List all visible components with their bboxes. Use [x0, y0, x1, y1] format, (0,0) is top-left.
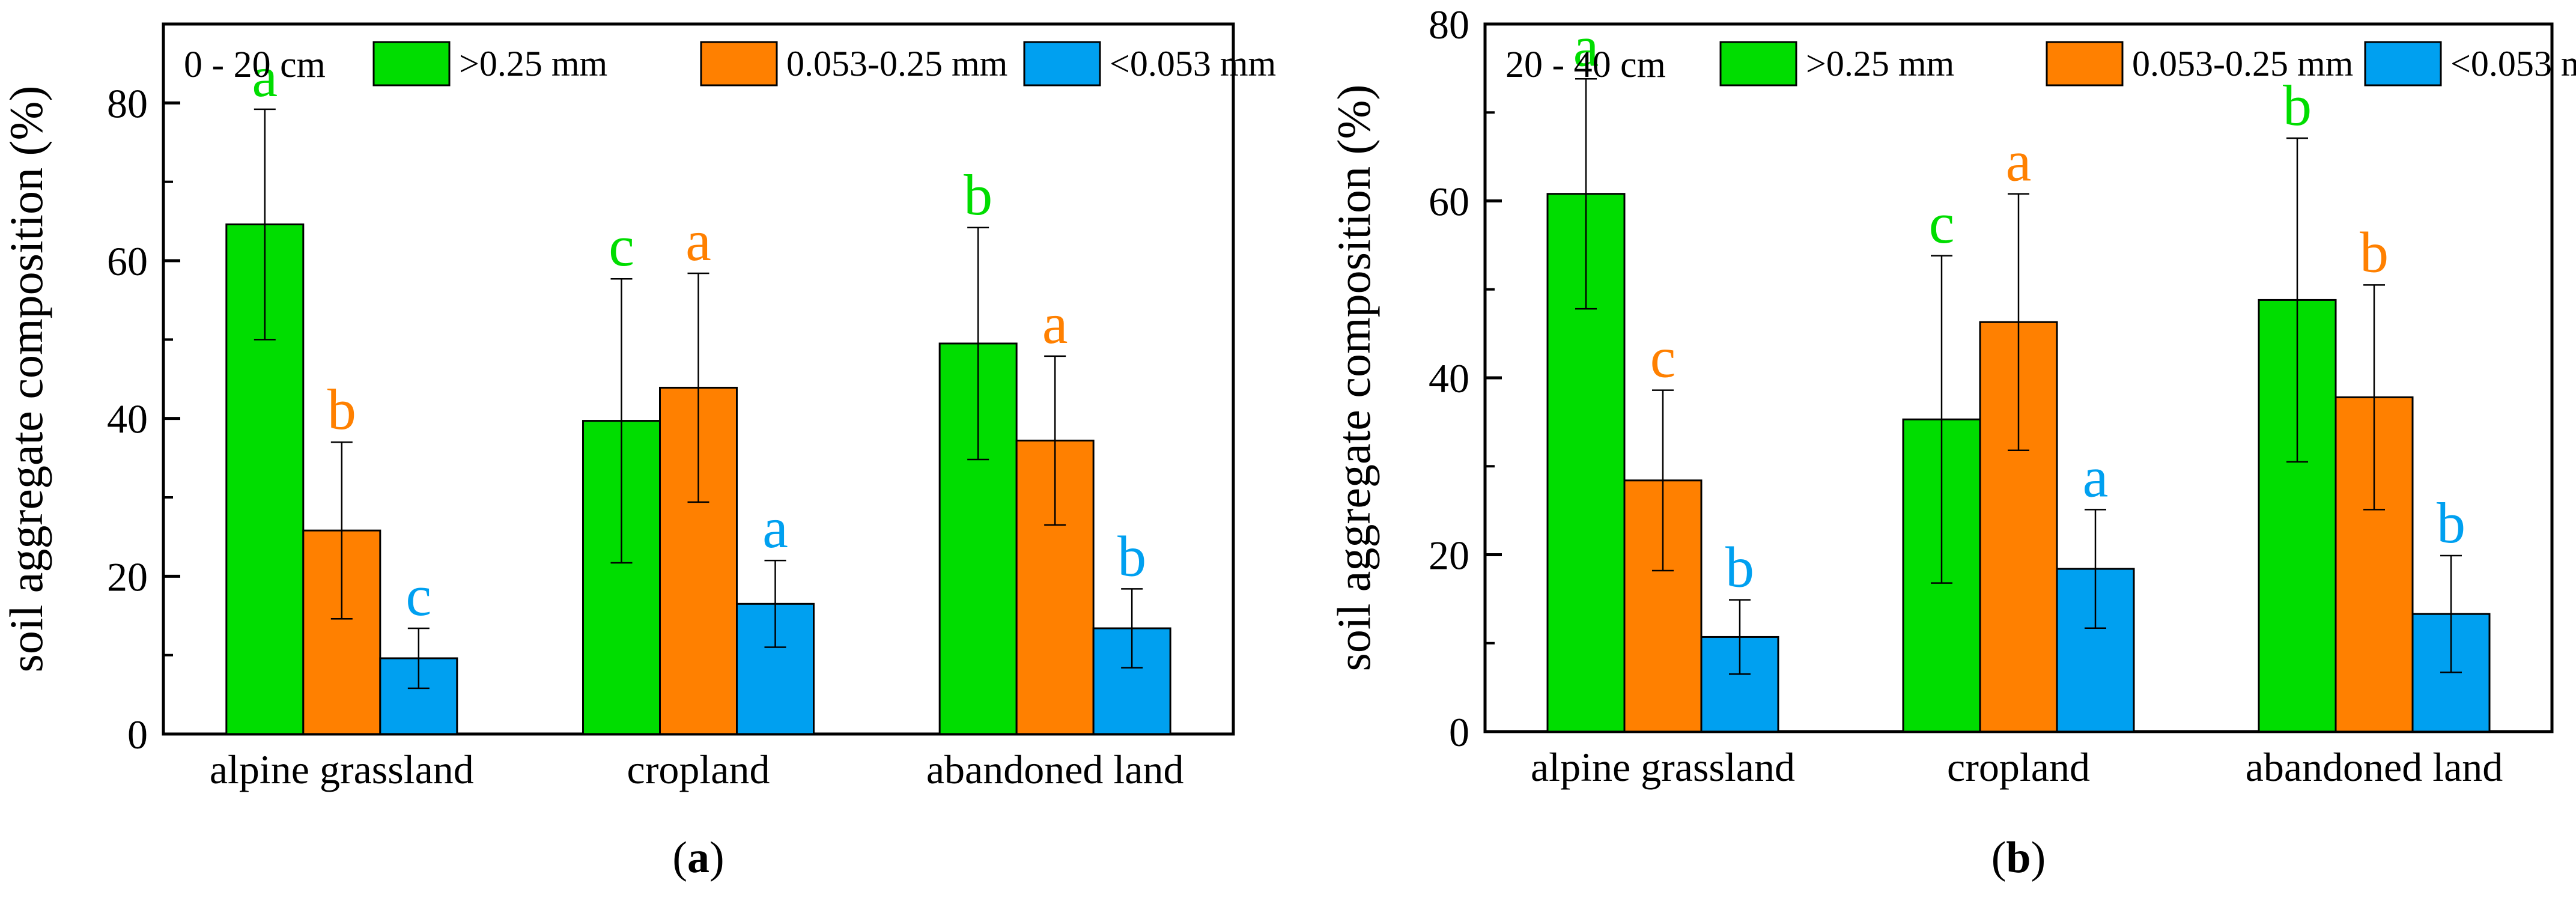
legend-swatch: [1719, 41, 1797, 86]
x-tick-label: alpine grassland: [1531, 744, 1795, 790]
panel-label: (a): [672, 833, 724, 882]
y-axis-label: soil aggregate composition (%): [0, 86, 52, 673]
significance-letter: c: [406, 563, 432, 628]
legend-label: <0.053 mm: [1110, 44, 1276, 83]
legend-label: 0.053-0.25 mm: [786, 44, 1007, 83]
significance-letter: b: [1117, 524, 1146, 588]
y-tick-label: 60: [1429, 179, 1469, 225]
significance-letter: a: [1042, 291, 1068, 356]
legend-swatch: [2046, 41, 2124, 86]
significance-letter: c: [1929, 191, 1955, 255]
significance-letter: a: [762, 496, 788, 560]
y-tick-label: 0: [1449, 709, 1469, 755]
significance-letter: b: [964, 163, 992, 227]
panel-label: (b): [1991, 833, 2046, 882]
chart-panel-1: 0 20 40 60 80 soil aggregate composition (%) a…: [0, 22, 1276, 882]
legend-swatch: [700, 41, 778, 86]
y-tick-label: 80: [1429, 2, 1469, 47]
x-tick-label: alpine grassland: [210, 747, 474, 792]
significance-letter: b: [2437, 491, 2465, 555]
legend-label: >0.25 mm: [1806, 44, 1954, 83]
depth-label: 20 - 40 cm: [1505, 44, 1666, 85]
significance-letter: a: [252, 44, 278, 109]
legend-swatch: [372, 41, 451, 86]
y-tick-label: 40: [1429, 356, 1469, 401]
significance-letter: a: [2006, 129, 2032, 193]
significance-letter: b: [1725, 535, 1754, 599]
significance-letter: b: [2360, 220, 2389, 284]
legend-label: <0.053 mm: [2450, 44, 2576, 83]
y-axis-label: soil aggregate composition (%): [1328, 85, 1380, 672]
legend-label: >0.25 mm: [459, 44, 607, 83]
x-tick-label: abandoned land: [926, 747, 1184, 792]
y-tick-label: 40: [107, 396, 148, 442]
significance-letter: a: [1573, 14, 1599, 78]
y-tick-label: 60: [107, 238, 148, 284]
significance-letter: a: [2083, 444, 2109, 509]
chart-panel-2: 0 20 40 60 80 soil aggregate composition (%) a…: [1328, 2, 2576, 882]
legend-swatch: [2364, 41, 2442, 86]
x-tick-label: abandoned land: [2246, 744, 2503, 790]
significance-letter: b: [2283, 73, 2312, 138]
y-tick-label: 80: [107, 80, 148, 126]
significance-letter: a: [685, 208, 711, 273]
x-tick-label: cropland: [1947, 744, 2090, 790]
y-tick-label: 0: [127, 712, 148, 757]
depth-label: 0 - 20 cm: [184, 44, 326, 85]
legend-swatch: [1023, 41, 1101, 86]
legend-label: 0.053-0.25 mm: [2132, 44, 2353, 83]
significance-letter: b: [327, 377, 356, 441]
y-tick-label: 20: [107, 554, 148, 599]
significance-letter: c: [1650, 326, 1676, 390]
x-tick-label: cropland: [627, 747, 770, 792]
significance-letter: c: [609, 214, 634, 278]
y-tick-label: 20: [1429, 533, 1469, 578]
